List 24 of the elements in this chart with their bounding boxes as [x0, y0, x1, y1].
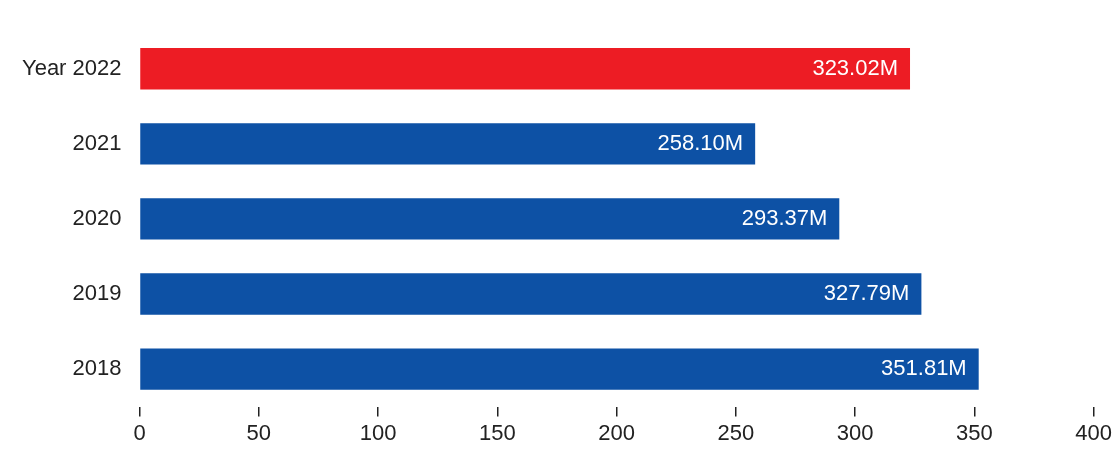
y-tick-label: 2019	[72, 280, 122, 306]
x-tick-label: 400	[1075, 419, 1113, 445]
bar	[140, 123, 756, 165]
y-tick-label: 2021	[72, 129, 122, 155]
bar	[140, 48, 911, 90]
y-tick-label: 2020	[72, 204, 122, 230]
bar	[140, 198, 840, 240]
x-tick-label: 100	[359, 419, 397, 445]
data-label: 327.79M	[823, 280, 910, 306]
x-tick-label: 300	[836, 419, 874, 445]
bar	[140, 348, 979, 390]
x-tick-label: 200	[598, 419, 635, 445]
x-tick-label: 150	[478, 419, 516, 445]
x-tick-label: 350	[956, 419, 993, 445]
data-label: 351.81M	[881, 355, 967, 381]
x-tick-label: 50	[246, 419, 272, 445]
x-tick-label: 250	[717, 419, 755, 445]
data-label: 293.37M	[741, 204, 828, 230]
data-label: 323.02M	[812, 54, 899, 80]
bar	[140, 273, 922, 315]
y-tick-label: Year 2022	[21, 54, 122, 80]
x-tick-label: 0	[133, 419, 146, 445]
data-label: 258.10M	[657, 129, 744, 155]
y-tick-label: 2018	[72, 355, 122, 381]
